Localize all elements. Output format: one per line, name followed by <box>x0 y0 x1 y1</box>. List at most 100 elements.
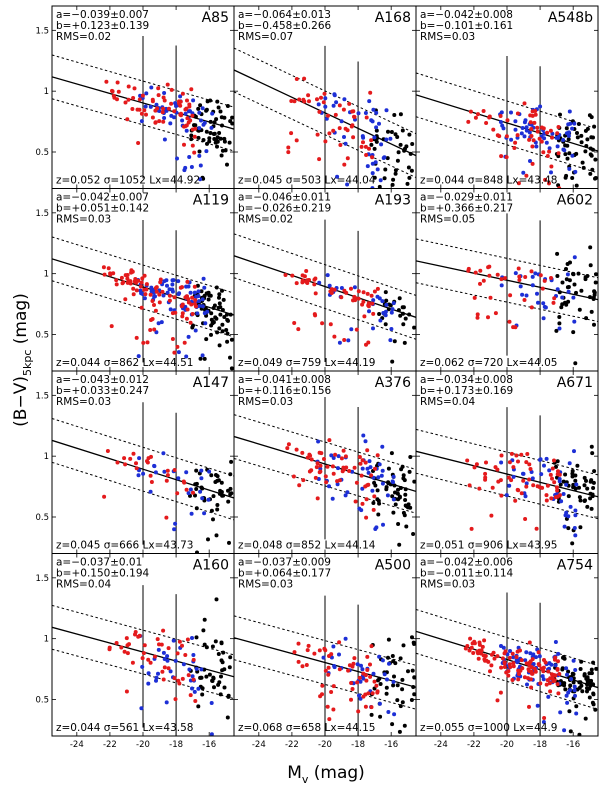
blue-point <box>378 318 383 323</box>
blue-point <box>391 301 396 306</box>
slope-text: a=−0.037±0.01 <box>56 557 142 569</box>
blue-point <box>535 291 539 296</box>
blue-point <box>528 651 533 656</box>
blue-point <box>204 149 209 154</box>
red-point <box>545 154 550 158</box>
black-point <box>588 171 593 176</box>
black-point <box>217 295 221 300</box>
red-point <box>467 648 472 653</box>
blue-point <box>392 712 397 717</box>
red-point <box>320 321 325 326</box>
blue-point <box>539 472 544 477</box>
black-point <box>407 213 411 217</box>
red-point <box>365 654 370 659</box>
blue-point <box>202 285 207 290</box>
red-point <box>185 307 190 312</box>
blue-point <box>572 255 577 260</box>
red-point <box>123 273 128 278</box>
red-point <box>498 690 503 695</box>
lower-band-line <box>416 116 598 174</box>
red-point <box>542 278 547 283</box>
red-point <box>532 666 537 671</box>
black-point <box>579 659 584 664</box>
red-point <box>133 630 138 634</box>
red-point <box>466 268 471 273</box>
upper-band-line <box>416 238 598 279</box>
black-point <box>571 330 576 335</box>
black-point <box>383 290 388 295</box>
black-point <box>573 478 578 483</box>
red-point <box>483 658 487 663</box>
red-point <box>172 468 177 472</box>
red-point <box>500 656 505 661</box>
black-point <box>214 117 219 122</box>
black-point <box>566 494 571 499</box>
black-point <box>412 479 416 484</box>
red-point <box>528 113 533 118</box>
red-point <box>160 110 165 115</box>
blue-point <box>555 287 560 292</box>
red-point <box>306 643 311 648</box>
red-point <box>482 638 487 643</box>
blue-point <box>194 666 199 671</box>
black-point <box>592 124 597 129</box>
red-point <box>185 98 189 103</box>
red-point <box>128 279 133 284</box>
intercept-text: b=−0.101±0.161 <box>420 20 513 32</box>
red-point <box>143 292 148 297</box>
red-point <box>555 488 560 493</box>
black-point <box>403 487 408 492</box>
black-point <box>377 501 382 506</box>
blue-point <box>197 126 202 131</box>
black-point <box>587 113 592 118</box>
blue-point <box>386 710 391 714</box>
red-point <box>162 98 167 103</box>
red-point <box>527 462 532 467</box>
red-point <box>483 475 488 480</box>
red-point <box>188 320 193 325</box>
lower-band-line <box>416 472 598 520</box>
blue-point <box>389 310 394 315</box>
red-point <box>528 120 533 125</box>
red-point <box>286 442 291 447</box>
red-point <box>523 275 528 279</box>
red-point <box>473 270 478 275</box>
black-point <box>227 540 231 545</box>
black-point <box>386 466 391 471</box>
blue-point <box>161 650 166 655</box>
blue-point <box>142 296 147 301</box>
red-point <box>161 106 166 111</box>
black-point <box>559 305 564 310</box>
red-point <box>352 656 357 661</box>
red-point <box>529 685 534 690</box>
blue-point <box>331 644 336 649</box>
black-point <box>220 148 225 153</box>
red-point <box>547 181 551 186</box>
red-point <box>188 693 193 698</box>
black-point <box>390 654 395 658</box>
black-point <box>220 288 224 293</box>
red-point <box>305 281 310 285</box>
black-point <box>588 496 593 501</box>
black-point <box>566 299 571 304</box>
red-point <box>180 314 185 319</box>
red-point <box>349 681 354 685</box>
panel-plot-area <box>416 592 598 736</box>
red-point <box>487 115 492 120</box>
blue-point <box>360 667 365 672</box>
black-point <box>391 659 396 664</box>
red-point <box>349 286 353 291</box>
red-point <box>499 665 504 670</box>
black-point <box>401 311 405 316</box>
black-point <box>395 158 400 163</box>
black-point <box>593 157 598 162</box>
red-point <box>517 278 522 282</box>
blue-point <box>200 496 205 501</box>
black-point <box>227 665 232 670</box>
black-point <box>229 366 234 371</box>
black-point <box>383 167 388 172</box>
blue-point <box>141 471 146 476</box>
panel-plot-area <box>416 213 598 366</box>
blue-point <box>519 131 524 136</box>
